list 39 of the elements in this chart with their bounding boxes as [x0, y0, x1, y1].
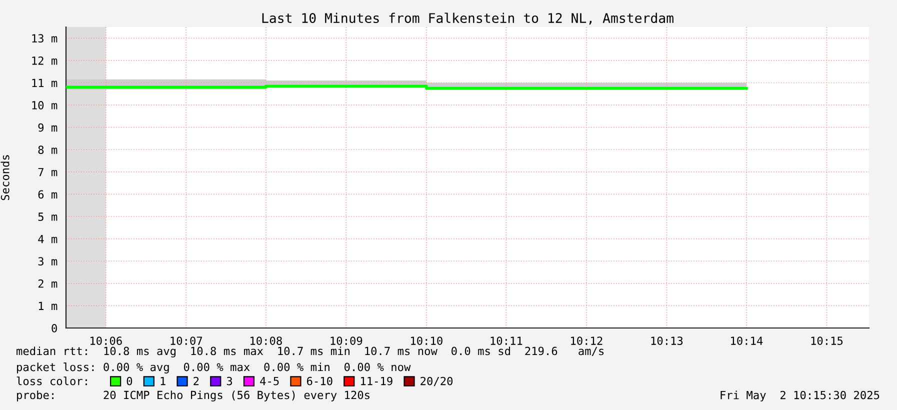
legend-label: 6-10	[306, 376, 332, 386]
legend-label: 11-19	[361, 376, 392, 386]
y-tick-label: 6 m	[38, 190, 58, 199]
y-tick-label: 12 m	[32, 56, 58, 65]
text: probe: 20 ICMP Echo Pings (56 Bytes) every 120s	[17, 390, 370, 402]
x-tick-label: 10:10	[411, 336, 442, 345]
legend-label: 20/20	[420, 376, 453, 386]
y-tick-label: 9 m	[38, 123, 58, 132]
y-tick-label: 10 m	[32, 101, 58, 110]
x-tick-label: 10:07	[170, 336, 202, 345]
chart-title: Last 10 Minutes from Falkenstein to 12 NL, Amsterdam	[262, 12, 674, 25]
y-axis-title: Seconds	[0, 155, 10, 200]
text: packet loss: 0.00 % avg 0.00 % max 0.00 % min 0.00 % now	[17, 362, 411, 374]
x-tick-label: 10:11	[490, 336, 522, 345]
y-tick-label: 13 m	[32, 34, 58, 43]
y-tick-label: 0	[52, 324, 57, 332]
y-tick-label: 1 m	[38, 302, 58, 310]
y-tick-label: 11 m	[32, 78, 58, 87]
y-tick-label: 4 m	[38, 234, 58, 244]
y-tick-label: 3 m	[38, 257, 58, 266]
y-tick-label: 7 m	[38, 168, 58, 176]
legend-label: 0	[126, 376, 132, 386]
legend-label: 4-5	[260, 376, 279, 386]
y-tick-label: 8 m	[38, 146, 58, 154]
x-tick-label: 10:15	[811, 336, 843, 345]
x-tick-label: 10:08	[250, 336, 282, 345]
legend-label: 1	[160, 376, 166, 386]
x-tick-label: 10:14	[731, 336, 763, 345]
x-tick-label: 10:06	[90, 336, 122, 345]
text: Fri May 2 10:15:30 2025	[720, 390, 880, 402]
y-tick-label: 2 m	[38, 279, 58, 288]
x-tick-label: 10:09	[330, 336, 362, 345]
legend-label: 3	[226, 376, 232, 386]
legend-label: 2	[194, 376, 199, 386]
y-tick-label: 5 m	[38, 212, 58, 221]
text: median rtt: 10.8 ms avg 10.8 ms max 10.7 ms min 10.7 ms now 0.0 ms sd 219.6 am/s	[16, 346, 604, 358]
x-tick-label: 10:12	[571, 336, 602, 345]
legend-title: loss color:	[16, 376, 87, 386]
x-tick-label: 10:13	[651, 336, 683, 345]
